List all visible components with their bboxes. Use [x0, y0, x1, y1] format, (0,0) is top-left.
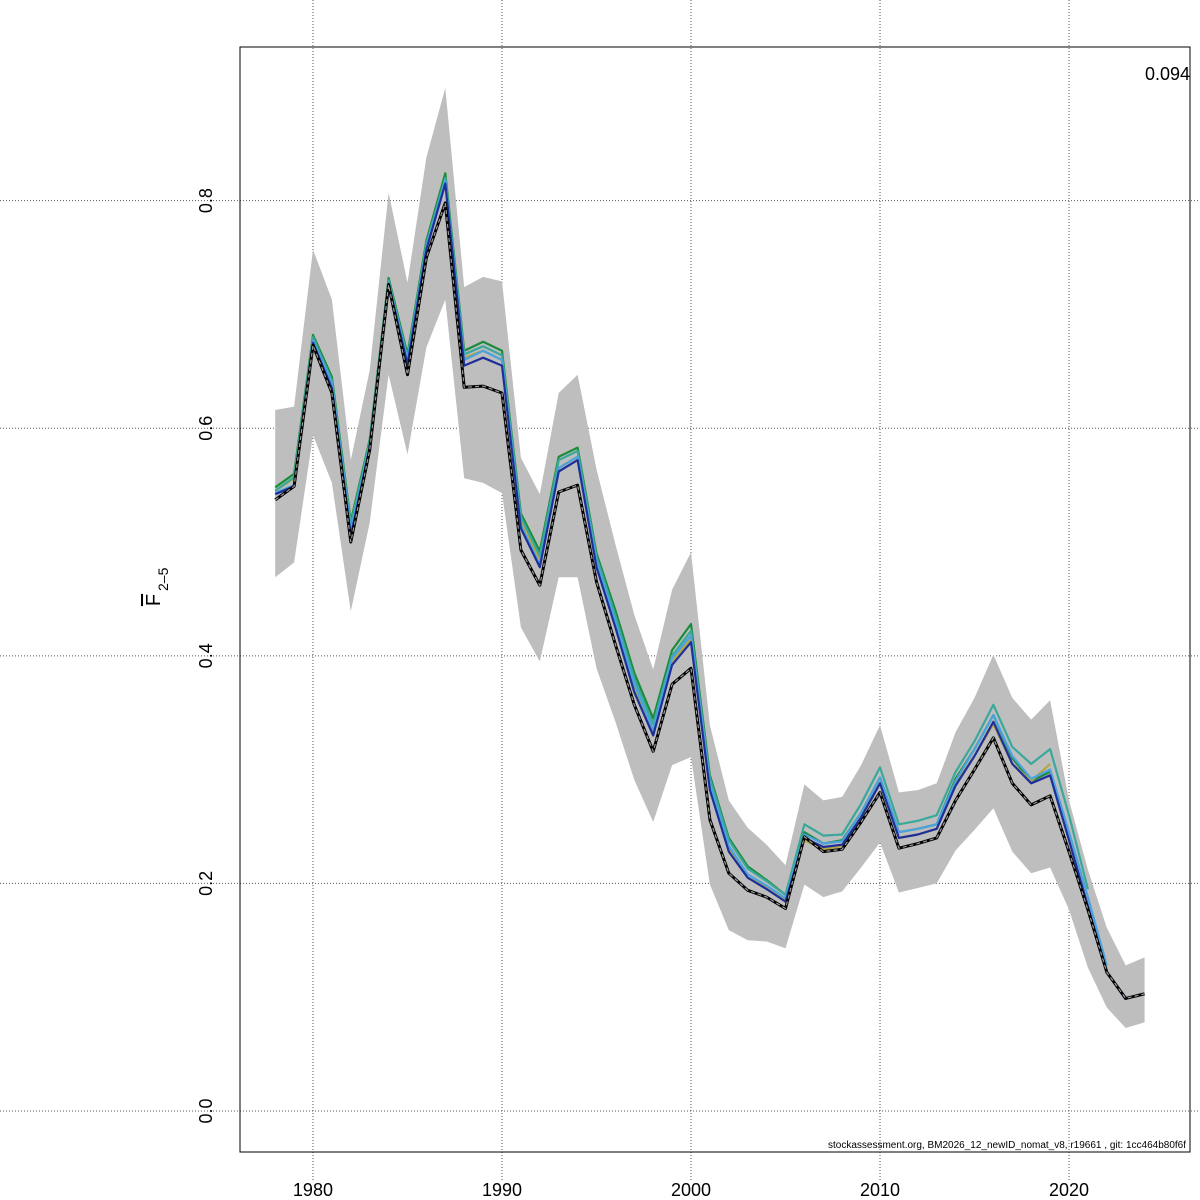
series-line-dash — [274, 202, 1145, 1000]
footer: stockassessment.org, BM2026_12_newID_nom… — [828, 1140, 1186, 1151]
x-tick-label: 2020 — [1049, 1180, 1089, 1200]
annotation: 0.094 — [1145, 64, 1190, 84]
plot-box — [239, 46, 1191, 1153]
y-tick-label: 0.6 — [196, 416, 216, 441]
y-label-sub: 2–5 — [155, 567, 171, 591]
y-label-main: F — [143, 594, 165, 606]
confidence-band — [275, 88, 1145, 1028]
y-tick-label: 0.4 — [196, 643, 216, 668]
y-tick-label: 0.2 — [196, 871, 216, 896]
y-axis-label: F 2–5 — [143, 567, 171, 606]
x-tick-label: 2010 — [860, 1180, 900, 1200]
x-tick-label: 1980 — [293, 1180, 333, 1200]
y-tick-label: 0.8 — [196, 188, 216, 213]
y-tick-label: 0.0 — [196, 1098, 216, 1123]
band — [275, 88, 1145, 1028]
x-tick-label: 1990 — [482, 1180, 522, 1200]
x-tick-label: 2000 — [671, 1180, 711, 1200]
